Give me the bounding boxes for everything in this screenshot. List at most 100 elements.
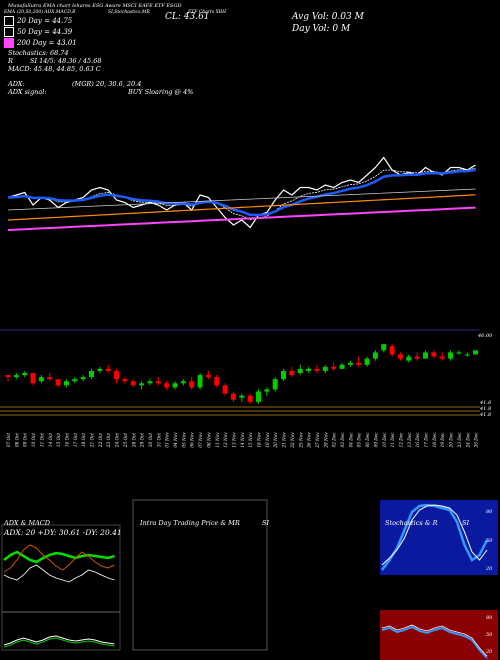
date-tick-label: 03 Dec — [340, 432, 345, 447]
si-signal-line — [381, 624, 488, 657]
candle-body — [38, 377, 44, 382]
candle-body — [55, 379, 61, 386]
date-tick-label: 31 Oct — [156, 433, 161, 447]
header-stoch-label: SI,Stochastics,MR — [108, 10, 150, 15]
date-tick-label: 12 Dec — [398, 432, 403, 447]
legend-ema200: 200 Day = 43.01 — [4, 38, 77, 48]
candle-body — [364, 358, 370, 365]
candle-body — [214, 377, 220, 386]
adx-line — [3, 564, 115, 583]
macd-signal-line — [3, 637, 115, 648]
buy-signal: BUY Sloaring @ 4% — [128, 88, 194, 96]
price-level-lower3: 41.8 — [480, 412, 492, 418]
stoch-value: Stochastics: 68.74 — [8, 49, 69, 57]
legend-swatch — [4, 16, 14, 26]
candle-body — [439, 356, 445, 359]
legend-swatch — [4, 27, 14, 37]
candle-body — [89, 370, 94, 378]
stoch-axis-50: 50 — [486, 538, 493, 544]
adx-panel — [1, 524, 121, 651]
price-level-upper: 46.00 — [478, 333, 493, 339]
adx-minus-line — [3, 544, 115, 573]
candle-body — [180, 381, 186, 384]
intra-si-label: SI — [262, 519, 270, 527]
adx-values: (MGR) 20, 30.6, 20.4 — [72, 80, 142, 88]
candle-body — [230, 393, 236, 400]
ema200-line — [7, 206, 476, 231]
si-axis-50: 50 — [486, 632, 493, 638]
date-tick-label: 14 Nov — [240, 432, 245, 448]
macd-value: MACD: 45.48, 44.85, 0.63 C — [8, 65, 101, 73]
candle-body — [105, 368, 111, 371]
adx-plus-line — [3, 550, 115, 564]
si-axis-20: 20 — [486, 649, 493, 655]
candle-body — [247, 395, 253, 402]
adx-panel-title: ADX & MACD — [4, 519, 50, 527]
r-label: R — [8, 57, 13, 65]
date-tick-label: 11 Oct — [39, 433, 44, 447]
date-tick-label: 05 Nov — [181, 432, 186, 448]
date-tick-label: 21 Oct — [90, 433, 95, 448]
date-tick-label: 22 Nov — [290, 432, 295, 449]
date-tick-label: 18 Nov — [257, 432, 262, 448]
date-tick-label: 20 Dec — [449, 432, 454, 448]
candle-body — [22, 373, 28, 376]
macd-line — [3, 635, 115, 646]
candle-body — [72, 379, 78, 382]
candle-body — [47, 377, 53, 380]
date-tick-label: 26 Nov — [307, 432, 312, 449]
date-tick-label: 09 Dec — [373, 432, 378, 447]
price-line — [7, 156, 476, 229]
candle-body — [423, 352, 428, 359]
date-tick-label: 23 Dec — [457, 432, 462, 448]
date-tick-label: 15 Oct — [56, 433, 61, 447]
date-tick-label: 08 Nov — [206, 432, 211, 448]
candle-body — [239, 395, 245, 398]
date-tick-label: 07 Oct — [6, 433, 11, 447]
date-tick-label: 29 Oct — [140, 433, 145, 448]
candle-body — [264, 389, 270, 392]
candle-body — [197, 375, 203, 388]
si-panel — [380, 610, 498, 660]
candle-body — [297, 368, 303, 373]
candle-body — [322, 366, 328, 371]
candle-body — [331, 366, 337, 369]
date-tick-label: 26 Dec — [474, 432, 479, 448]
candle-body — [381, 344, 387, 351]
stoch-panel-title: Stochastics & R — [385, 519, 438, 527]
price-level-lower1: 41.8 — [480, 400, 492, 406]
date-tick-label: 09 Oct — [23, 433, 28, 447]
avg-volume: Avg Vol: 0.03 M — [292, 12, 364, 22]
adx-label: ADX: — [8, 80, 25, 88]
date-tick-label: 11 Nov — [215, 432, 220, 448]
close-price: CL: 43.61 — [165, 12, 210, 22]
date-tick-label: 13 Nov — [231, 432, 236, 448]
candle-body — [205, 375, 211, 378]
header-ema-label: EMA (20,50,200) ADX,MACD,B — [4, 10, 76, 15]
candle-body — [281, 370, 287, 380]
candle-body — [172, 383, 178, 388]
candle-body — [356, 362, 362, 365]
candle-body — [139, 383, 145, 386]
date-tick-label: 12 Nov — [223, 432, 228, 448]
orange-line — [7, 194, 476, 221]
ema50-line — [7, 168, 476, 217]
date-tick-label: 14 Oct — [48, 433, 53, 447]
candle-body — [389, 346, 395, 355]
stoch-axis-80: 80 — [486, 509, 493, 515]
date-tick-label: 16 Oct — [64, 433, 69, 447]
date-tick-label: 10 Dec — [382, 432, 387, 447]
date-tick-label: 19 Dec — [440, 432, 445, 447]
date-tick-label: 04 Dec — [348, 432, 353, 447]
date-tick-label: 15 Nov — [248, 432, 253, 448]
candle-body — [13, 375, 19, 378]
candle-body — [130, 381, 136, 386]
candle-body — [256, 391, 261, 402]
candle-body — [448, 352, 454, 359]
candle-body — [306, 368, 312, 371]
legend-ema50: 50 Day = 44.39 — [4, 27, 72, 37]
date-tick-label: 21 Nov — [282, 432, 287, 449]
date-tick-label: 18 Oct — [81, 433, 86, 447]
date-tick-label: 17 Oct — [73, 433, 78, 447]
candle-body — [372, 352, 378, 359]
